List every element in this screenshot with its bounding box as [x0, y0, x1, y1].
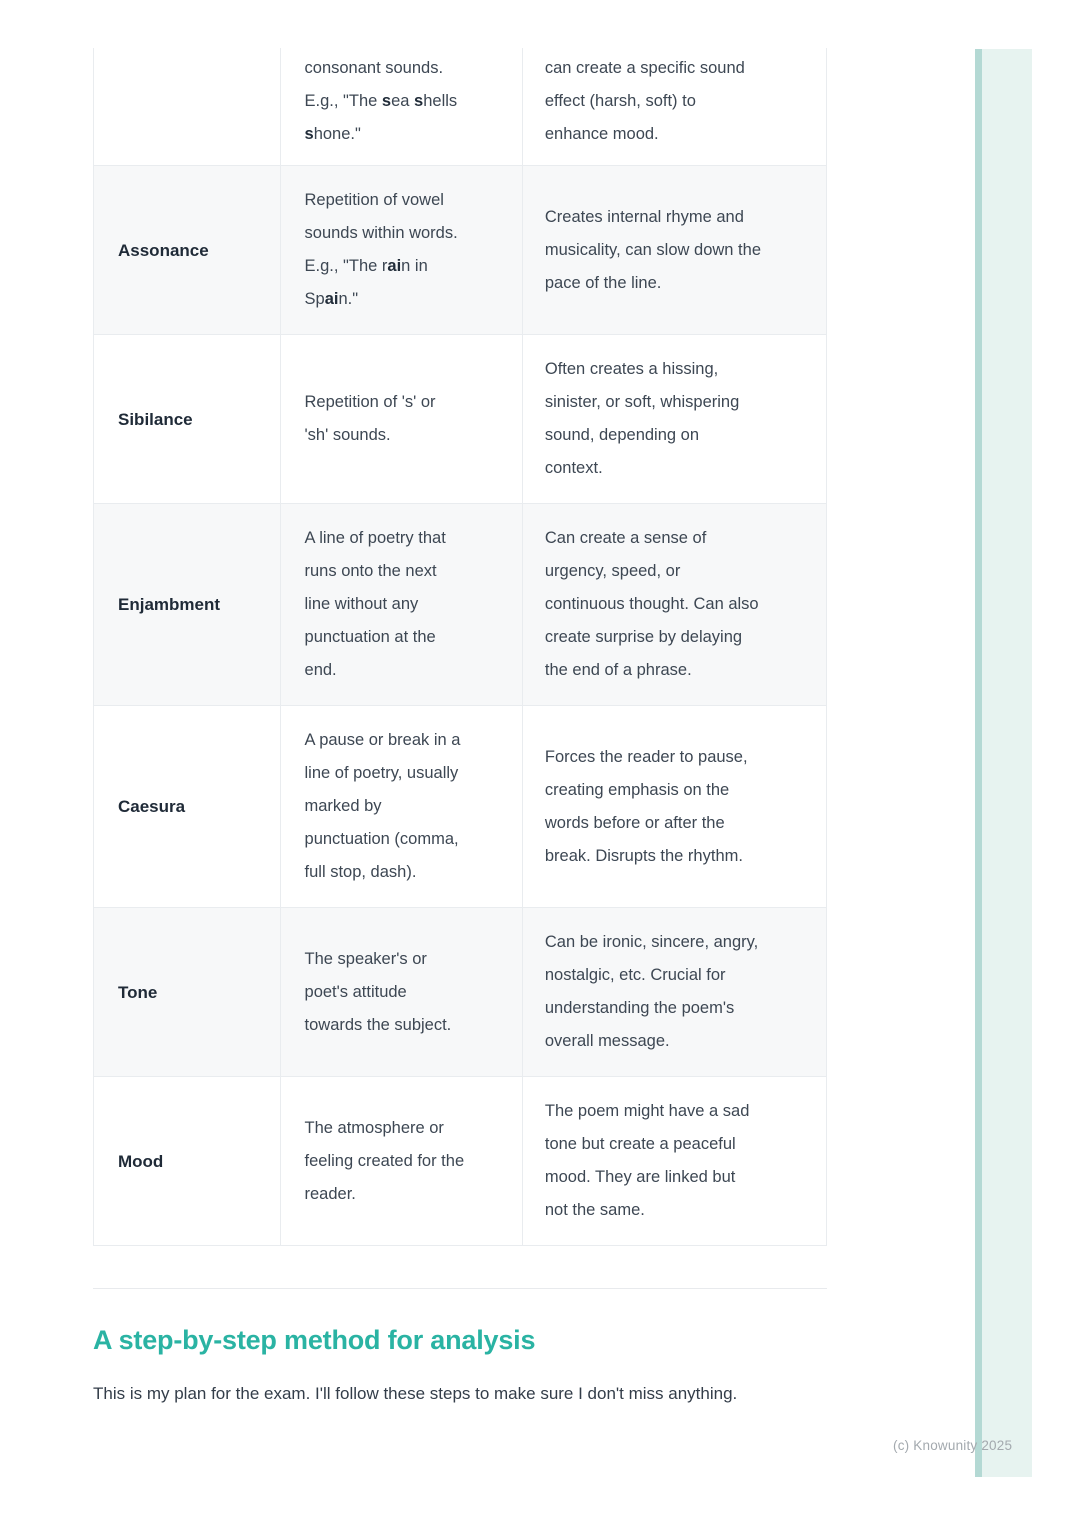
device-effect-cell: can create a specific sound effect (hars… — [521, 48, 826, 165]
device-definition-cell: Repetition of 's' or 'sh' sounds. — [279, 335, 522, 503]
device-definition-cell: The speaker's or poet's attitude towards… — [279, 908, 522, 1076]
sidebar-accent-panel — [982, 49, 1032, 1477]
device-term: Caesura — [118, 797, 186, 816]
device-effect-cell: Forces the reader to pause, creating emp… — [521, 706, 826, 907]
device-term-cell — [94, 48, 280, 165]
device-effect: Can be ironic, sincere, angry, nostalgic… — [544, 933, 759, 1050]
section-divider — [93, 1288, 827, 1289]
device-term: Enjambment — [118, 595, 221, 614]
device-definition: A pause or break in a line of poetry, us… — [304, 731, 461, 881]
table-row-caesura: Caesura A pause or break in a line of po… — [94, 706, 826, 908]
device-definition-cell: consonant sounds. E.g., "The sea shells … — [279, 48, 522, 165]
table-row-sibilance: Sibilance Repetition of 's' or 'sh' soun… — [94, 335, 826, 504]
table-row-alliteration-continued: consonant sounds. E.g., "The sea shells … — [94, 48, 826, 166]
device-definition: Repetition of vowel sounds within words.… — [304, 191, 458, 308]
device-term-cell: Enjambment — [94, 504, 280, 705]
device-term: Mood — [118, 1151, 164, 1171]
device-term-cell: Sibilance — [94, 335, 280, 503]
table-row-mood: Mood The atmosphere or feeling created f… — [94, 1077, 826, 1246]
device-effect-cell: Can create a sense of urgency, speed, or… — [521, 504, 826, 705]
section-heading: A step-by-step method for analysis — [93, 1325, 536, 1355]
device-effect: The poem might have a sad tone but creat… — [544, 1102, 750, 1219]
poetic-devices-table: consonant sounds. E.g., "The sea shells … — [93, 48, 827, 1246]
device-term-cell: Caesura — [94, 706, 280, 907]
device-effect: can create a specific sound effect (hars… — [544, 59, 745, 143]
device-definition-cell: A line of poetry that runs onto the next… — [279, 504, 522, 705]
device-effect: Often creates a hissing, sinister, or so… — [544, 360, 740, 477]
device-effect: Can create a sense of urgency, speed, or… — [544, 529, 759, 679]
device-effect-cell: Creates internal rhyme and musicality, c… — [521, 166, 826, 334]
table-row-tone: Tone The speaker's or poet's attitude to… — [94, 908, 826, 1077]
device-definition: The atmosphere or feeling created for th… — [304, 1118, 465, 1203]
device-definition: A line of poetry that runs onto the next… — [304, 529, 446, 679]
copyright-watermark: (c) Knowunity 2025 — [893, 1438, 1013, 1453]
device-definition-cell: The atmosphere or feeling created for th… — [279, 1077, 522, 1245]
device-effect-cell: The poem might have a sad tone but creat… — [521, 1077, 826, 1245]
device-definition: The speaker's or poet's attitude towards… — [304, 949, 452, 1034]
device-term-cell: Assonance — [94, 166, 280, 334]
device-definition-cell: A pause or break in a line of poetry, us… — [279, 706, 522, 907]
device-effect: Forces the reader to pause, creating emp… — [544, 747, 748, 865]
device-effect-cell: Can be ironic, sincere, angry, nostalgic… — [521, 908, 826, 1076]
device-term-cell: Mood — [94, 1077, 280, 1245]
section-paragraph: This is my plan for the exam. I'll follo… — [93, 1384, 738, 1403]
table-row-assonance: Assonance Repetition of vowel sounds wit… — [94, 166, 826, 335]
device-effect-cell: Often creates a hissing, sinister, or so… — [521, 335, 826, 503]
device-term: Sibilance — [118, 409, 193, 429]
device-term: Tone — [118, 982, 158, 1002]
table-row-enjambment: Enjambment A line of poetry that runs on… — [94, 504, 826, 706]
device-definition: Repetition of 's' or 'sh' sounds. — [304, 393, 436, 444]
device-definition: consonant sounds. E.g., "The sea shells … — [304, 59, 458, 143]
device-term: Assonance — [118, 240, 209, 260]
device-definition-cell: Repetition of vowel sounds within words.… — [279, 166, 522, 334]
sidebar-accent-strip — [975, 49, 982, 1477]
device-term-cell: Tone — [94, 908, 280, 1076]
device-effect: Creates internal rhyme and musicality, c… — [544, 207, 761, 292]
